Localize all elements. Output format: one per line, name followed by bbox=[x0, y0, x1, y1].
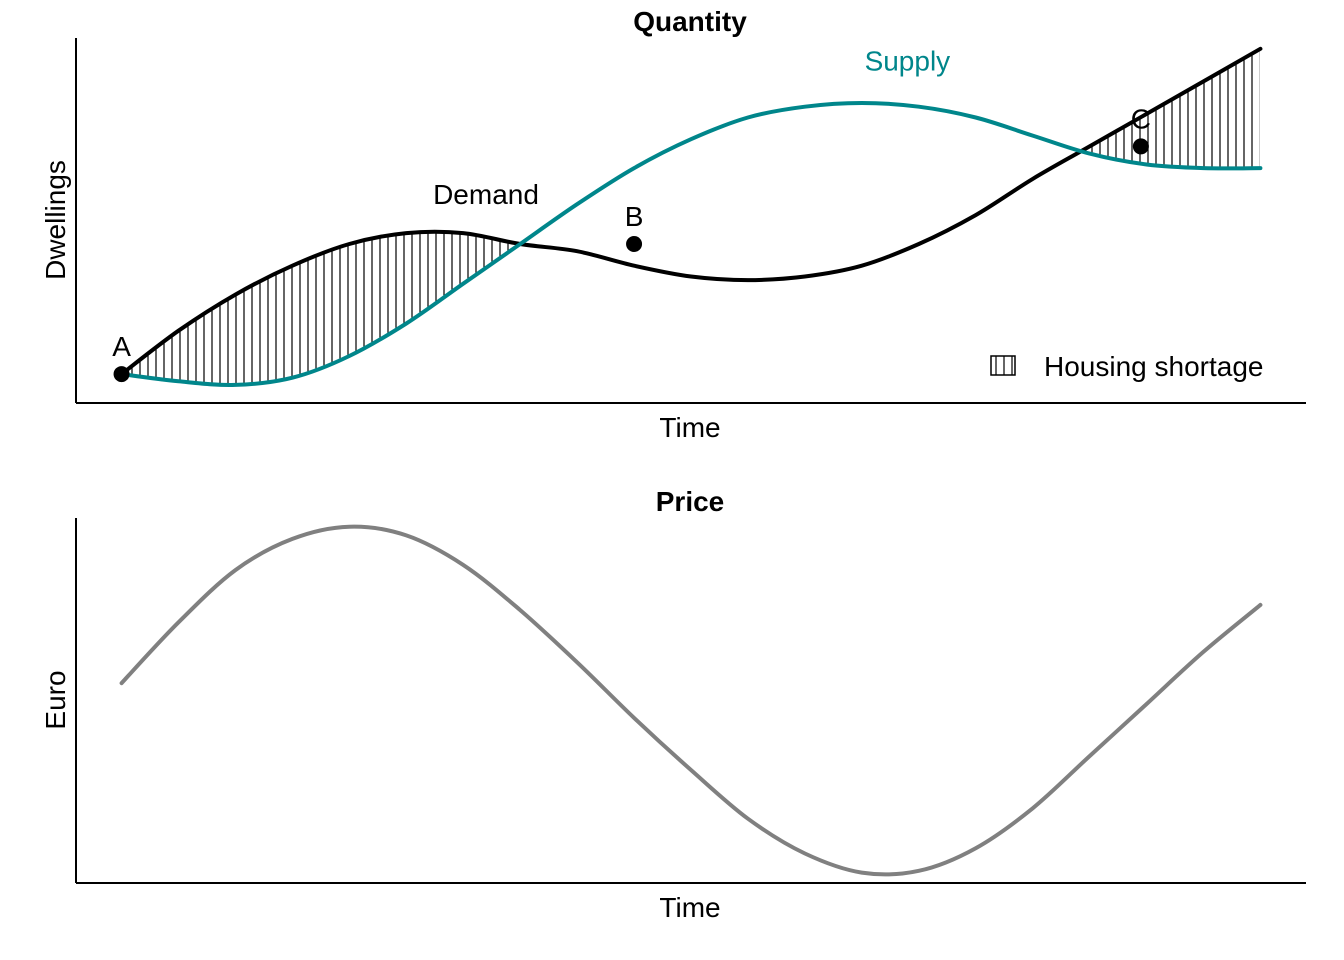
price-line bbox=[119, 524, 1263, 877]
price-xlabel: Time bbox=[659, 892, 720, 923]
point-c-marker bbox=[1132, 138, 1149, 155]
point-c-label: C bbox=[1131, 103, 1151, 134]
equilibrium-points: A B C bbox=[112, 103, 1151, 383]
supply-label: Supply bbox=[865, 46, 951, 77]
price-title: Price bbox=[656, 486, 725, 517]
point-a-marker bbox=[113, 366, 130, 383]
quantity-xlabel: Time bbox=[659, 412, 720, 443]
legend-label-housing-shortage: Housing shortage bbox=[1044, 351, 1263, 382]
housing-shortage-region bbox=[121, 49, 1260, 386]
point-a-label: A bbox=[112, 331, 131, 362]
supply-line bbox=[119, 101, 1263, 387]
legend-hatch-key bbox=[990, 355, 1016, 376]
quantity-panel: Quantity Time Dwellings Demand Supply A B… bbox=[40, 6, 1306, 443]
point-b-label: B bbox=[625, 201, 644, 232]
quantity-ylabel: Dwellings bbox=[40, 160, 71, 280]
price-panel: Price Time Euro bbox=[40, 486, 1306, 923]
price-ylabel: Euro bbox=[40, 670, 71, 729]
demand-label: Demand bbox=[433, 179, 539, 210]
legend: Housing shortage bbox=[990, 351, 1263, 382]
point-b-marker bbox=[626, 235, 643, 252]
demand-line bbox=[119, 46, 1263, 377]
quantity-title: Quantity bbox=[633, 6, 747, 37]
